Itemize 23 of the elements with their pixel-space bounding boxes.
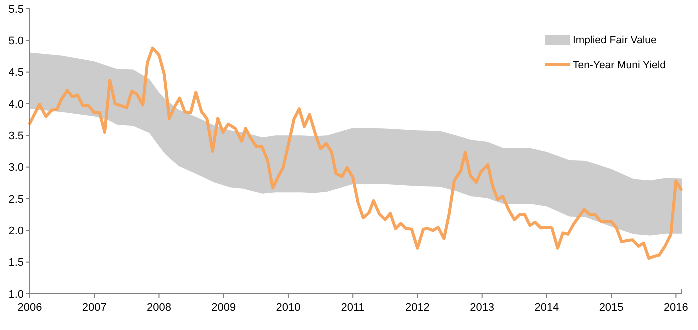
y-tick-label: 3.0 bbox=[8, 162, 24, 174]
y-tick-label: 2.5 bbox=[8, 194, 24, 206]
y-tick-label: 5.0 bbox=[8, 36, 24, 48]
y-tick-label: 1.5 bbox=[8, 257, 24, 270]
x-tick-label: 2014 bbox=[534, 302, 560, 314]
x-tick-label: 2006 bbox=[18, 302, 42, 314]
x-tick-label: 2012 bbox=[405, 302, 430, 314]
x-tick-label: 2015 bbox=[599, 302, 624, 314]
y-tick-label: 4.0 bbox=[8, 98, 24, 111]
y-tick-label: 5.5 bbox=[8, 4, 24, 16]
y-tick-label: 2.0 bbox=[8, 226, 24, 238]
x-tick-label: 2007 bbox=[82, 302, 107, 314]
y-tick-label: 4.5 bbox=[8, 67, 24, 80]
y-tick-label: 1.0 bbox=[8, 288, 24, 301]
legend-label: Ten-Year Muni Yield bbox=[573, 60, 666, 72]
x-tick-label: 2013 bbox=[470, 302, 495, 314]
x-tick-label: 2011 bbox=[341, 302, 365, 314]
y-tick-label: 3.5 bbox=[8, 130, 24, 143]
x-tick-label: 2008 bbox=[146, 302, 172, 314]
x-tick-label: 2010 bbox=[276, 302, 301, 314]
x-tick-label: 2016 bbox=[664, 302, 688, 314]
x-tick-label: 2009 bbox=[212, 302, 236, 314]
legend-label: Implied Fair Value bbox=[573, 34, 657, 47]
